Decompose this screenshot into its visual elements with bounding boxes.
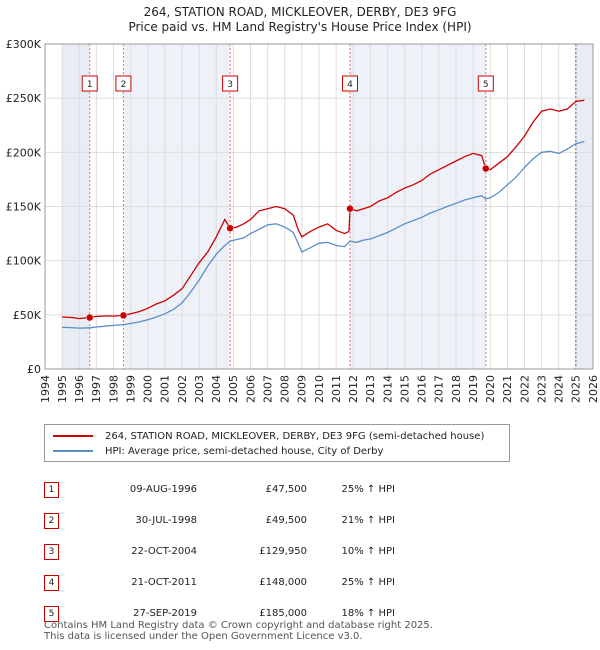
chart-title: 264, STATION ROAD, MICKLEOVER, DERBY, DE… xyxy=(144,5,457,19)
sale-date: 27-SEP-2019 xyxy=(133,608,197,619)
x-tick-label: 2019 xyxy=(467,375,480,403)
sale-hpi-diff: 21% ↑ HPI xyxy=(341,515,395,526)
sale-label-box xyxy=(341,75,358,92)
y-tick-label: £250K xyxy=(6,92,42,105)
sale-label-box xyxy=(222,75,239,92)
x-tick-label: 2001 xyxy=(159,375,172,403)
sale-point xyxy=(346,204,354,213)
x-tick-label: 2006 xyxy=(244,375,257,403)
y-tick-label: £50K xyxy=(13,309,42,322)
sale-label-box xyxy=(115,75,132,92)
x-tick-label: 2005 xyxy=(227,375,240,403)
table-row: 2 30-JUL-1998 £49,500 21% ↑ HPI xyxy=(44,505,395,536)
sale-price: £185,000 xyxy=(259,608,307,619)
x-tick-label: 2016 xyxy=(416,375,429,403)
x-tick-label: 2018 xyxy=(450,375,463,403)
table-row: 3 22-OCT-2004 £129,950 10% ↑ HPI xyxy=(44,536,395,567)
legend-blue-line xyxy=(53,450,93,452)
footer-copyright: Contains HM Land Registry data © Crown c… xyxy=(44,620,433,631)
property-price-line xyxy=(62,99,585,320)
sale-date: 09-AUG-1996 xyxy=(129,484,197,495)
x-tick-label: 2017 xyxy=(433,375,446,403)
x-tick-label: 2025 xyxy=(570,375,583,403)
y-tick-label: £300K xyxy=(6,38,42,51)
sale-hpi-diff: 25% ↑ HPI xyxy=(341,484,395,495)
table-row: 4 21-OCT-2011 £148,000 25% ↑ HPI xyxy=(44,567,395,598)
x-tick-label: 2010 xyxy=(313,375,326,403)
x-tick-label: 2008 xyxy=(279,375,292,403)
x-tick-label: 2013 xyxy=(364,375,377,403)
sale-number: 3 xyxy=(44,543,59,560)
sale-hpi-diff: 18% ↑ HPI xyxy=(341,608,395,619)
x-tick-label: 1999 xyxy=(124,375,137,403)
plot-border xyxy=(44,43,594,370)
legend-item-property: 264, STATION ROAD, MICKLEOVER, DERBY, DE… xyxy=(53,429,484,443)
sale-point xyxy=(226,224,234,232)
sale-point xyxy=(85,313,94,322)
x-tick-label: 2002 xyxy=(176,375,189,403)
sale-date: 21-OCT-2011 xyxy=(131,577,197,588)
x-tick-label: 2021 xyxy=(501,375,514,403)
sales-table: 1 09-AUG-1996 £47,500 25% ↑ HPI 2 30-JUL… xyxy=(44,474,395,629)
table-row: 5 27-SEP-2019 £185,000 18% ↑ HPI xyxy=(44,598,395,629)
footer-notice: Contains HM Land Registry data © Crown c… xyxy=(44,620,433,642)
x-tick-label: 2024 xyxy=(553,375,566,403)
y-tick-label: £200K xyxy=(6,146,42,159)
y-tick-label: £100K xyxy=(6,255,42,268)
x-tick-label: 1998 xyxy=(107,375,120,403)
sale-label: 1 xyxy=(87,80,93,90)
x-tick-label: 2015 xyxy=(398,375,411,403)
chart-legend: 264, STATION ROAD, MICKLEOVER, DERBY, DE… xyxy=(44,424,510,462)
sale-label: 5 xyxy=(483,80,489,90)
sale-date: 22-OCT-2004 xyxy=(131,546,197,557)
sale-number: 5 xyxy=(44,605,59,622)
sale-point xyxy=(119,311,128,320)
sale-number: 2 xyxy=(44,512,59,529)
x-tick-label: 1994 xyxy=(39,375,52,403)
legend-item-hpi: HPI: Average price, semi-detached house,… xyxy=(53,444,383,458)
x-tick-label: 2000 xyxy=(142,375,155,403)
x-tick-label: 2012 xyxy=(347,375,360,403)
y-tick-label: £0 xyxy=(27,363,41,376)
x-tick-label: 2009 xyxy=(296,375,309,403)
x-tick-label: 2020 xyxy=(484,375,497,403)
sale-price: £47,500 xyxy=(265,484,307,495)
sale-label: 4 xyxy=(347,80,353,90)
sale-label-box xyxy=(477,75,494,92)
legend-hpi-label: HPI: Average price, semi-detached house,… xyxy=(105,445,384,457)
sale-price: £129,950 xyxy=(259,546,307,557)
x-tick-label: 1997 xyxy=(90,375,103,403)
sale-point xyxy=(482,164,490,173)
x-tick-label: 2011 xyxy=(330,375,343,403)
sale-hpi-diff: 10% ↑ HPI xyxy=(341,546,395,557)
legend-property-label: 264, STATION ROAD, MICKLEOVER, DERBY, DE… xyxy=(105,430,485,442)
legend-red-line xyxy=(53,435,93,437)
sale-date: 30-JUL-1998 xyxy=(135,515,197,526)
sale-hpi-diff: 25% ↑ HPI xyxy=(341,577,395,588)
x-tick-label: 2004 xyxy=(210,375,223,403)
x-tick-label: 2014 xyxy=(381,375,394,403)
y-tick-label: £150K xyxy=(6,201,42,214)
x-tick-label: 2022 xyxy=(518,375,531,403)
sale-price: £148,000 xyxy=(259,577,307,588)
x-tick-label: 2007 xyxy=(261,375,274,403)
x-tick-label: 1995 xyxy=(56,375,69,403)
footer-licence: This data is licensed under the Open Gov… xyxy=(44,631,363,642)
sale-label: 3 xyxy=(227,80,233,90)
price-chart: 264, STATION ROAD, MICKLEOVER, DERBY, DE… xyxy=(6,5,600,403)
hpi-line xyxy=(62,140,585,329)
sale-number: 4 xyxy=(44,574,59,591)
chart-subtitle: Price paid vs. HM Land Registry's House … xyxy=(128,20,471,34)
sale-price: £49,500 xyxy=(265,515,307,526)
x-tick-label: 2023 xyxy=(535,375,548,403)
x-tick-label: 2003 xyxy=(193,375,206,403)
table-row: 1 09-AUG-1996 £47,500 25% ↑ HPI xyxy=(44,474,395,505)
sale-label-box xyxy=(81,75,98,92)
x-tick-label: 2026 xyxy=(587,375,600,403)
sale-label: 2 xyxy=(121,80,127,90)
x-tick-label: 1996 xyxy=(73,375,86,403)
sale-number: 1 xyxy=(44,481,59,498)
